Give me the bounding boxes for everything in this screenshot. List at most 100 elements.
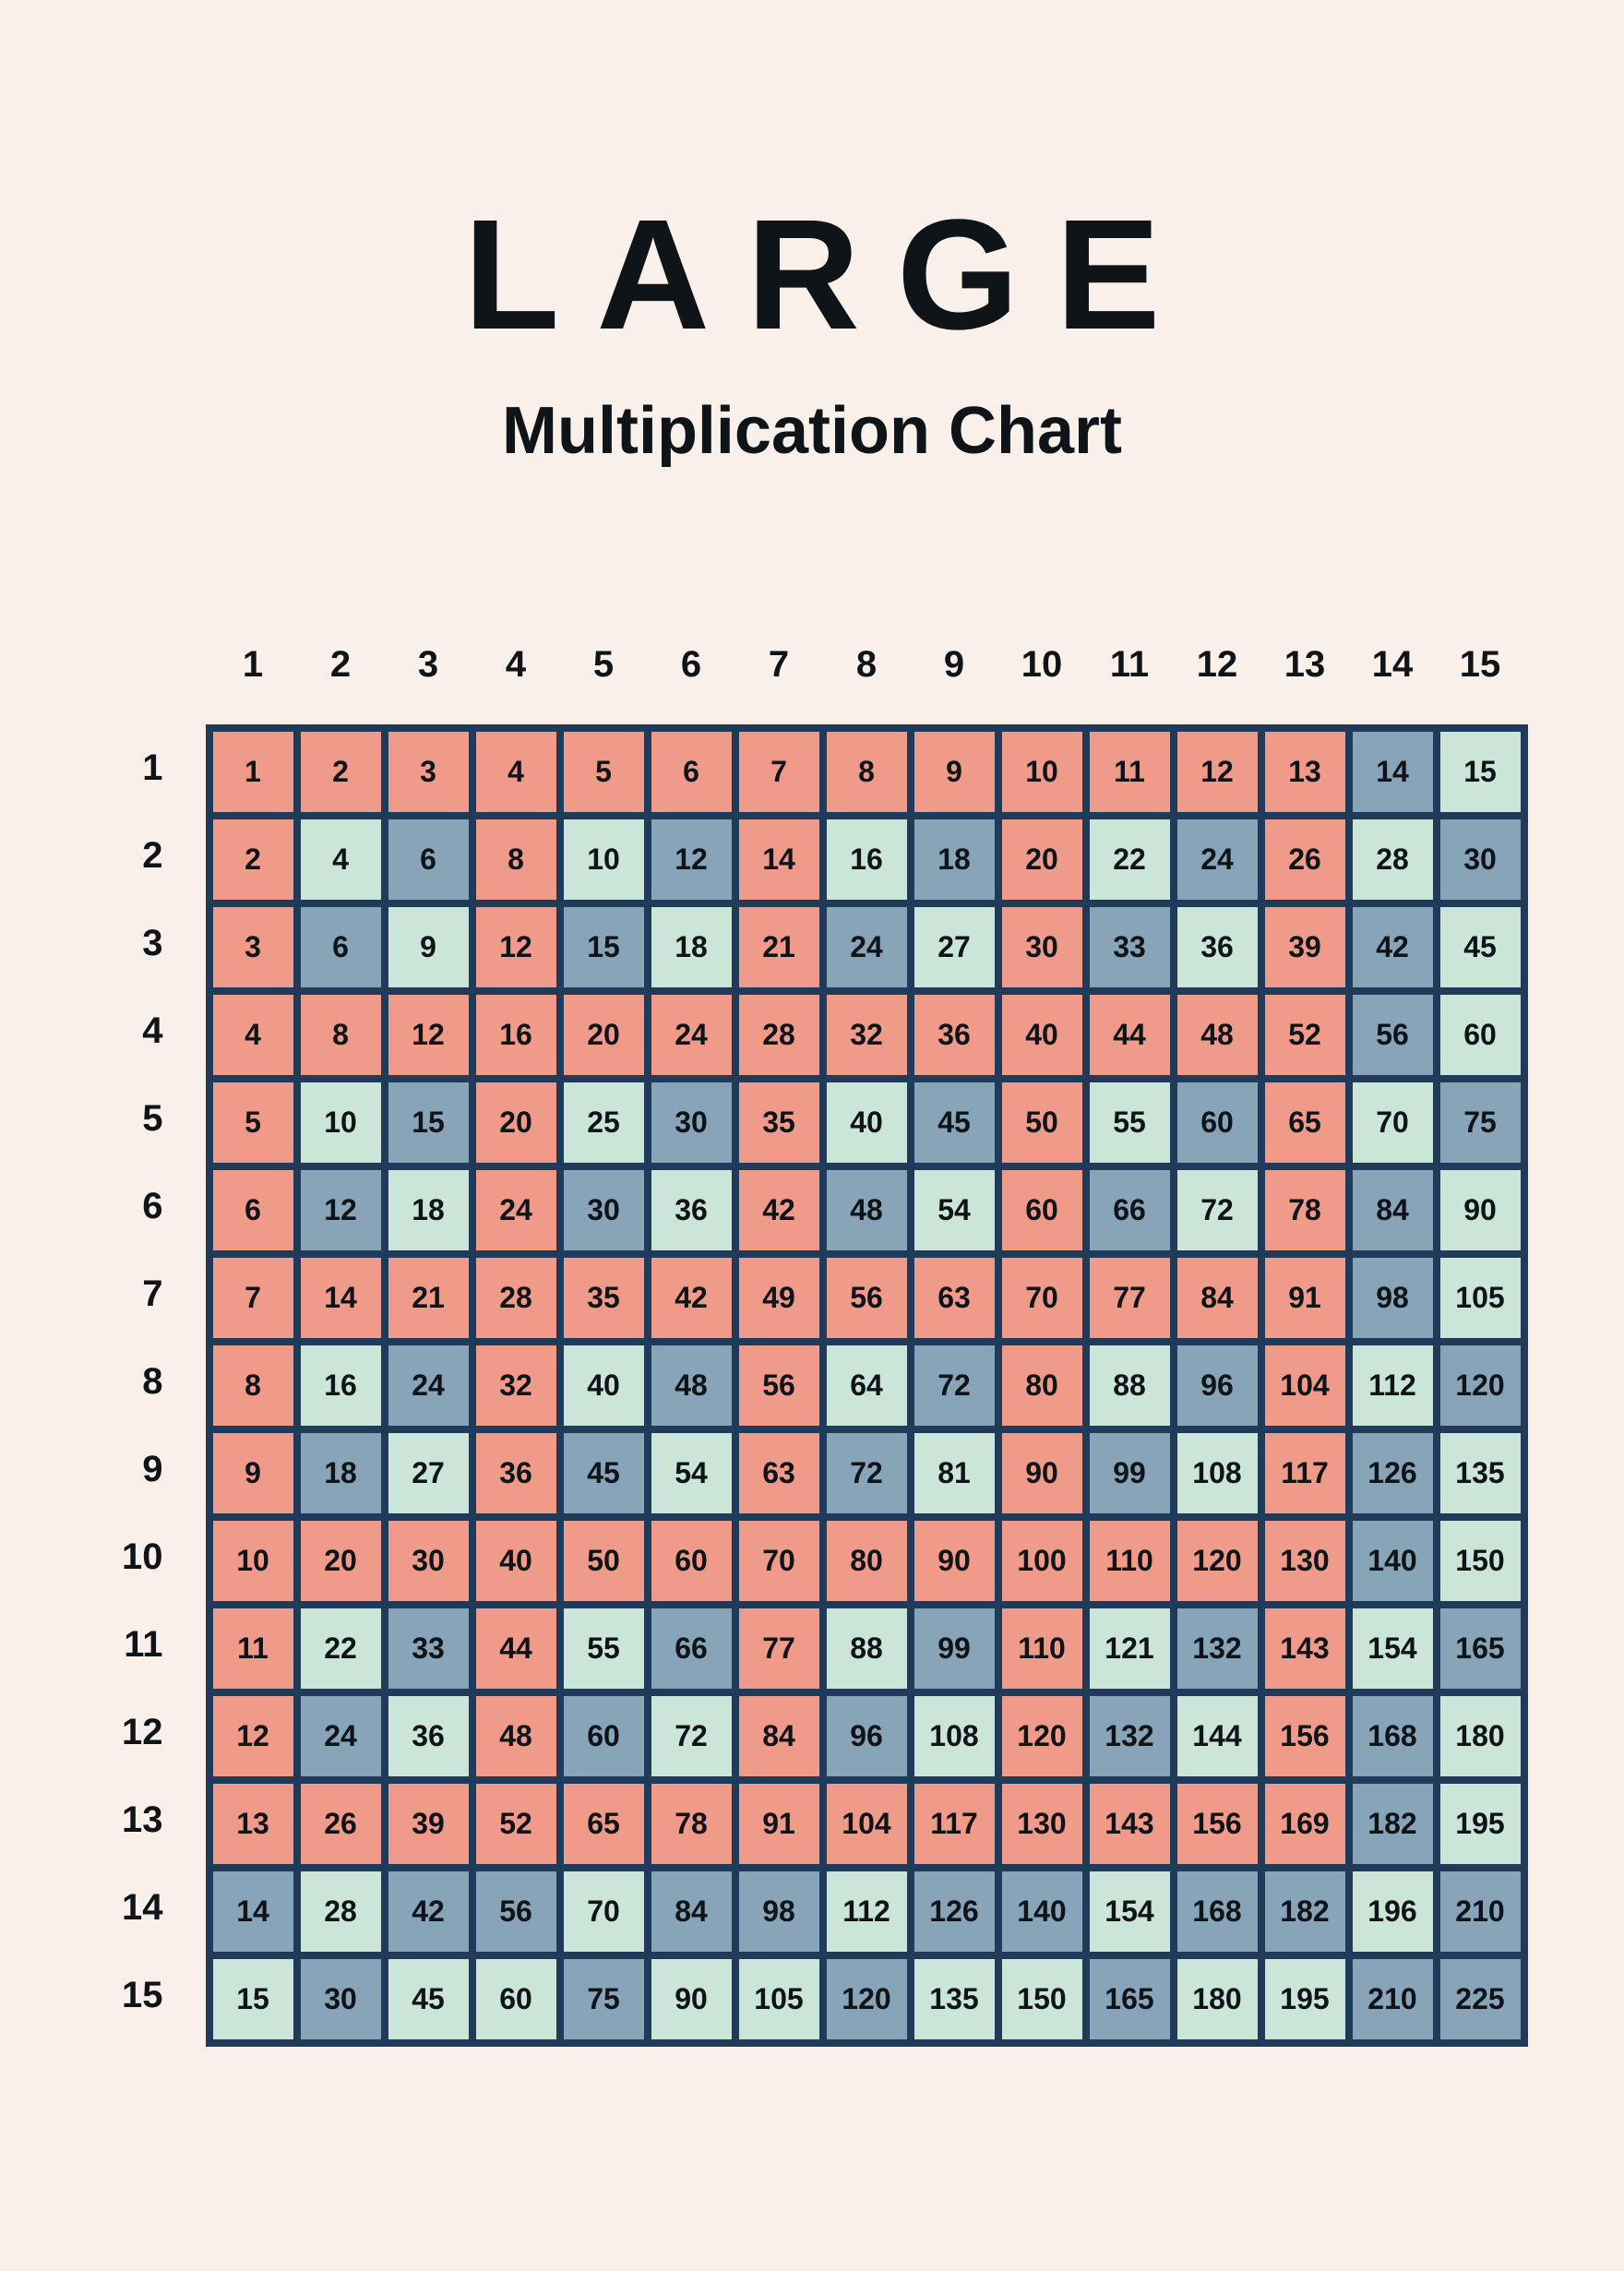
table-cell: 104	[1261, 1342, 1349, 1429]
table-cell: 35	[560, 1254, 648, 1342]
row-header: 14	[97, 1864, 184, 1952]
table-cell: 70	[735, 1517, 823, 1605]
table-cell: 72	[1174, 1166, 1261, 1254]
table-cell: 24	[1174, 816, 1261, 903]
table-cell: 130	[998, 1780, 1086, 1868]
row-headers: 123456789101112131415	[97, 724, 184, 2047]
table-cell: 72	[911, 1342, 998, 1429]
row-header: 9	[97, 1426, 184, 1513]
table-cell: 90	[648, 1955, 735, 2043]
table-cell: 112	[823, 1868, 911, 1955]
table-cell: 49	[735, 1254, 823, 1342]
table-cell: 154	[1349, 1605, 1437, 1692]
table-cell: 45	[560, 1429, 648, 1517]
table-cell: 1	[209, 728, 297, 816]
table-cell: 195	[1261, 1955, 1349, 2043]
table-cell: 210	[1437, 1868, 1524, 1955]
table-cell: 2	[209, 816, 297, 903]
page-subtitle: Multiplication Chart	[502, 393, 1122, 469]
table-cell: 120	[823, 1955, 911, 2043]
column-header: 14	[1349, 644, 1437, 686]
table-cell: 165	[1086, 1955, 1174, 2043]
table-cell: 8	[297, 991, 385, 1079]
table-cell: 24	[648, 991, 735, 1079]
table-cell: 60	[472, 1955, 560, 2043]
table-cell: 169	[1261, 1780, 1349, 1868]
table-cell: 12	[472, 903, 560, 991]
table-cell: 72	[823, 1429, 911, 1517]
table-cell: 4	[472, 728, 560, 816]
table-cell: 84	[735, 1692, 823, 1780]
column-header: 5	[560, 644, 648, 686]
table-cell: 3	[385, 728, 472, 816]
table-cell: 15	[1437, 728, 1524, 816]
row-header: 1	[97, 724, 184, 812]
table-cell: 78	[648, 1780, 735, 1868]
multiplication-grid: 1234567891011121314152468101214161820222…	[206, 724, 1528, 2047]
table-cell: 180	[1174, 1955, 1261, 2043]
table-cell: 14	[297, 1254, 385, 1342]
table-cell: 143	[1086, 1780, 1174, 1868]
table-cell: 14	[735, 816, 823, 903]
table-cell: 14	[1349, 728, 1437, 816]
table-cell: 30	[297, 1955, 385, 2043]
table-cell: 88	[823, 1605, 911, 1692]
table-cell: 70	[998, 1254, 1086, 1342]
table-cell: 30	[560, 1166, 648, 1254]
table-cell: 11	[1086, 728, 1174, 816]
table-cell: 108	[1174, 1429, 1261, 1517]
table-cell: 30	[998, 903, 1086, 991]
table-cell: 24	[823, 903, 911, 991]
table-cell: 33	[385, 1605, 472, 1692]
table-cell: 120	[998, 1692, 1086, 1780]
table-cell: 135	[911, 1955, 998, 2043]
table-cell: 40	[472, 1517, 560, 1605]
table-cell: 45	[385, 1955, 472, 2043]
column-header: 8	[823, 644, 911, 686]
table-cell: 98	[735, 1868, 823, 1955]
table-cell: 80	[823, 1517, 911, 1605]
table-cell: 54	[648, 1429, 735, 1517]
table-cell: 117	[911, 1780, 998, 1868]
table-cell: 28	[735, 991, 823, 1079]
table-cell: 50	[560, 1517, 648, 1605]
table-cell: 210	[1349, 1955, 1437, 2043]
table-cell: 15	[385, 1079, 472, 1166]
table-cell: 24	[472, 1166, 560, 1254]
table-cell: 99	[911, 1605, 998, 1692]
column-header: 11	[1086, 644, 1174, 686]
table-cell: 12	[648, 816, 735, 903]
table-cell: 75	[560, 1955, 648, 2043]
table-cell: 99	[1086, 1429, 1174, 1517]
table-cell: 60	[648, 1517, 735, 1605]
table-cell: 132	[1086, 1692, 1174, 1780]
table-cell: 27	[385, 1429, 472, 1517]
table-cell: 30	[1437, 816, 1524, 903]
table-cell: 84	[1174, 1254, 1261, 1342]
table-cell: 15	[209, 1955, 297, 2043]
table-cell: 28	[472, 1254, 560, 1342]
table-cell: 20	[998, 816, 1086, 903]
page-title: LARGE	[464, 185, 1198, 365]
table-cell: 18	[385, 1166, 472, 1254]
table-cell: 140	[998, 1868, 1086, 1955]
table-cell: 40	[998, 991, 1086, 1079]
table-cell: 168	[1174, 1868, 1261, 1955]
table-cell: 4	[209, 991, 297, 1079]
table-cell: 22	[297, 1605, 385, 1692]
column-header: 7	[735, 644, 823, 686]
table-cell: 9	[385, 903, 472, 991]
table-cell: 15	[560, 903, 648, 991]
table-cell: 168	[1349, 1692, 1437, 1780]
table-cell: 56	[823, 1254, 911, 1342]
column-header: 9	[911, 644, 998, 686]
table-cell: 77	[1086, 1254, 1174, 1342]
table-cell: 66	[648, 1605, 735, 1692]
table-cell: 48	[472, 1692, 560, 1780]
table-cell: 112	[1349, 1342, 1437, 1429]
table-cell: 156	[1261, 1692, 1349, 1780]
grid-area: 123456789101112131415 123456789101112131…	[97, 724, 1528, 2047]
table-cell: 7	[209, 1254, 297, 1342]
table-cell: 42	[648, 1254, 735, 1342]
table-cell: 24	[297, 1692, 385, 1780]
